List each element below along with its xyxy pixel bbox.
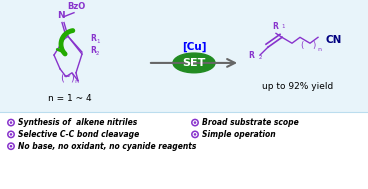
FancyBboxPatch shape (0, 112, 368, 189)
Text: 2: 2 (259, 56, 262, 60)
Text: BzO: BzO (67, 2, 85, 11)
Text: R: R (90, 46, 96, 55)
Circle shape (194, 121, 196, 124)
Circle shape (10, 133, 12, 136)
Text: n: n (74, 79, 78, 84)
Text: Simple operation: Simple operation (202, 130, 276, 139)
Text: ~: ~ (63, 72, 71, 82)
Text: ): ) (312, 41, 316, 50)
Text: 1: 1 (96, 39, 99, 44)
Circle shape (10, 145, 12, 147)
Text: R: R (272, 22, 278, 31)
Circle shape (10, 121, 12, 124)
Ellipse shape (173, 53, 215, 73)
Text: 2: 2 (96, 51, 99, 56)
Text: (: ( (300, 41, 304, 50)
Text: SET: SET (182, 58, 206, 68)
Text: R: R (248, 50, 254, 60)
Text: up to 92% yield: up to 92% yield (262, 82, 334, 91)
Text: n: n (317, 47, 321, 52)
Text: R: R (90, 34, 96, 43)
Text: (: ( (60, 73, 64, 83)
Text: N: N (57, 11, 65, 20)
Text: CN: CN (326, 35, 342, 45)
Text: [Cu]: [Cu] (182, 42, 206, 52)
Text: ): ) (70, 73, 74, 83)
Text: Selective C-C bond cleavage: Selective C-C bond cleavage (18, 130, 139, 139)
Text: Broad substrate scope: Broad substrate scope (202, 118, 299, 127)
Circle shape (194, 133, 196, 136)
Text: 1: 1 (281, 24, 284, 29)
Text: Synthesis of  alkene nitriles: Synthesis of alkene nitriles (18, 118, 137, 127)
Text: n = 1 ~ 4: n = 1 ~ 4 (48, 94, 92, 103)
Text: No base, no oxidant, no cyanide reagents: No base, no oxidant, no cyanide reagents (18, 142, 197, 151)
